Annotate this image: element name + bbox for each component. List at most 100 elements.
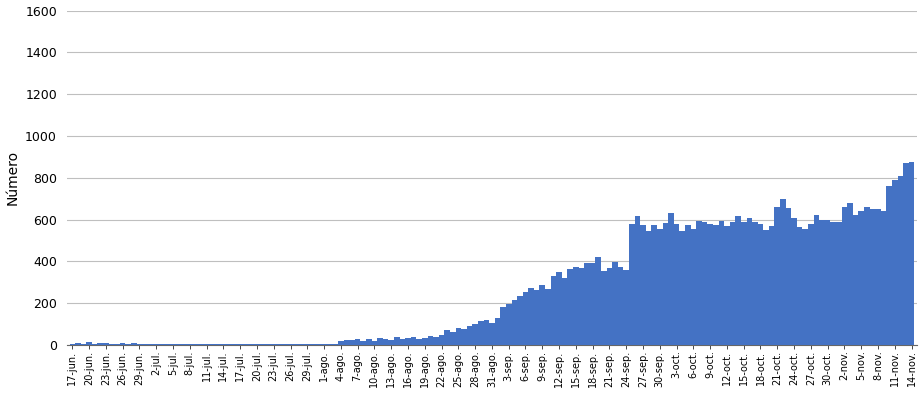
Bar	[579, 268, 584, 345]
Bar	[343, 340, 349, 345]
Bar	[601, 271, 606, 345]
Bar	[864, 207, 869, 345]
Bar	[221, 344, 226, 345]
Bar	[416, 339, 422, 345]
Bar	[254, 344, 259, 345]
Bar	[259, 344, 265, 345]
Bar	[131, 343, 137, 345]
Bar	[265, 344, 271, 345]
Bar	[730, 222, 736, 345]
Bar	[378, 338, 383, 345]
Bar	[175, 344, 182, 345]
Bar	[897, 176, 904, 345]
Bar	[886, 186, 892, 345]
Bar	[629, 224, 635, 345]
Bar	[372, 341, 378, 345]
Bar	[109, 344, 114, 345]
Bar	[405, 338, 411, 345]
Bar	[114, 344, 120, 345]
Bar	[478, 321, 484, 345]
Bar	[869, 209, 875, 345]
Bar	[539, 285, 545, 345]
Bar	[473, 324, 478, 345]
Bar	[137, 344, 142, 345]
Bar	[383, 339, 389, 345]
Bar	[103, 343, 109, 345]
Bar	[517, 296, 522, 345]
Bar	[506, 304, 511, 345]
Bar	[164, 344, 170, 345]
Bar	[718, 220, 725, 345]
Bar	[909, 162, 915, 345]
Bar	[126, 344, 131, 345]
Bar	[825, 220, 831, 345]
Bar	[814, 215, 820, 345]
Bar	[646, 231, 652, 345]
Bar	[305, 344, 310, 345]
Bar	[120, 343, 126, 345]
Bar	[282, 344, 288, 345]
Bar	[462, 329, 467, 345]
Bar	[354, 339, 361, 345]
Bar	[338, 341, 343, 345]
Bar	[641, 225, 646, 345]
Bar	[204, 344, 210, 345]
Bar	[892, 180, 897, 345]
Bar	[438, 334, 444, 345]
Bar	[327, 344, 332, 345]
Bar	[657, 229, 663, 345]
Bar	[623, 270, 629, 345]
Bar	[685, 225, 690, 345]
Bar	[456, 328, 462, 345]
Bar	[193, 344, 198, 345]
Bar	[98, 343, 103, 345]
Bar	[427, 336, 433, 345]
Bar	[288, 344, 294, 345]
Bar	[747, 217, 752, 345]
Bar	[701, 222, 707, 345]
Bar	[690, 229, 696, 345]
Bar	[159, 344, 164, 345]
Bar	[389, 340, 394, 345]
Bar	[847, 203, 853, 345]
Bar	[562, 278, 568, 345]
Bar	[617, 266, 623, 345]
Bar	[489, 323, 495, 345]
Bar	[511, 300, 517, 345]
Bar	[484, 320, 489, 345]
Bar	[725, 226, 730, 345]
Bar	[310, 344, 316, 345]
Bar	[780, 199, 785, 345]
Bar	[495, 318, 500, 345]
Bar	[69, 344, 75, 345]
Bar	[612, 263, 617, 345]
Bar	[294, 344, 299, 345]
Bar	[831, 222, 836, 345]
Bar	[232, 344, 237, 345]
Bar	[774, 207, 780, 345]
Bar	[679, 231, 685, 345]
Bar	[573, 266, 579, 345]
Bar	[349, 340, 354, 345]
Bar	[422, 338, 427, 345]
Bar	[500, 307, 506, 345]
Bar	[142, 344, 148, 345]
Bar	[361, 341, 366, 345]
Bar	[752, 222, 758, 345]
Bar	[332, 344, 338, 345]
Bar	[713, 225, 718, 345]
Bar	[606, 268, 612, 345]
Bar	[590, 263, 595, 345]
Bar	[875, 209, 881, 345]
Bar	[758, 224, 763, 345]
Bar	[522, 292, 528, 345]
Bar	[153, 344, 159, 345]
Bar	[904, 163, 909, 345]
Bar	[663, 223, 668, 345]
Bar	[736, 217, 741, 345]
Bar	[707, 224, 713, 345]
Bar	[248, 344, 254, 345]
Bar	[277, 344, 282, 345]
Bar	[198, 344, 204, 345]
Bar	[215, 344, 221, 345]
